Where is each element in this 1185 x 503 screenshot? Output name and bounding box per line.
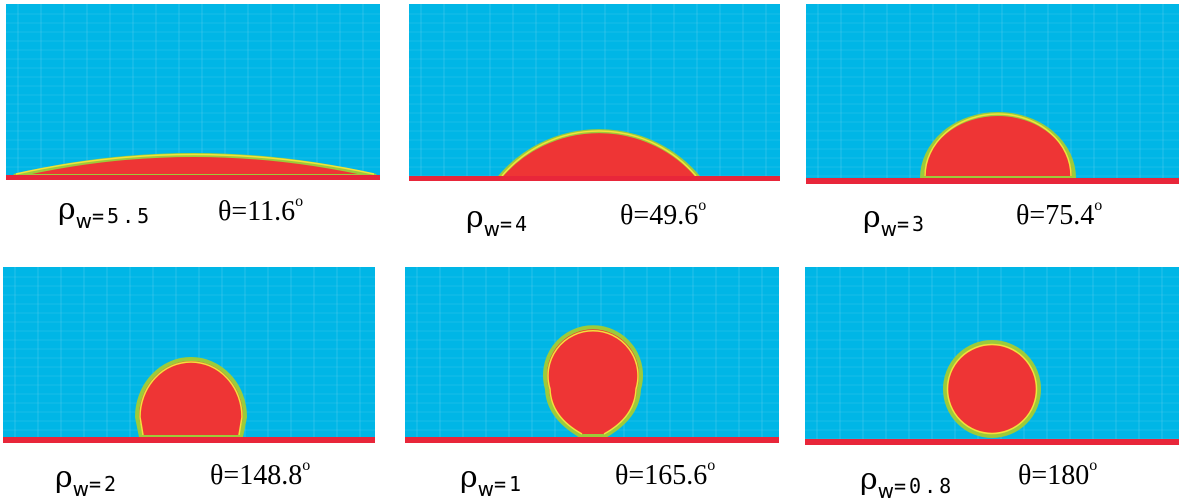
droplet-5: [543, 325, 643, 438]
droplet-4: [134, 357, 248, 439]
droplet-panel-4: [3, 267, 375, 443]
droplet-panel-5: [405, 267, 779, 443]
wall-3: [806, 178, 1179, 184]
wall-6: [805, 439, 1179, 445]
caption-2: ρw=4: [466, 200, 531, 241]
caption-6: ρw=0.8: [860, 462, 955, 503]
theta-label-1: θ=11.6o: [218, 193, 304, 227]
wall-2: [409, 176, 780, 181]
theta-label-6: θ=180o: [1018, 457, 1098, 491]
wall-4: [3, 437, 375, 443]
wall-1: [6, 175, 380, 180]
theta-label-4: θ=148.8o: [210, 457, 311, 491]
droplet-panel-1: [6, 4, 380, 180]
theta-label-2: θ=49.6o: [620, 197, 707, 231]
wall-5: [405, 437, 779, 443]
caption-4: ρw=2: [55, 460, 120, 501]
theta-label-3: θ=75.4o: [1016, 197, 1103, 231]
droplet-panel-6: [805, 267, 1179, 445]
theta-label-5: θ=165.6o: [615, 457, 716, 491]
caption-1: ρw=5.5: [58, 192, 153, 233]
caption-3: ρw=3: [863, 200, 928, 241]
droplet-panel-2: [409, 4, 780, 181]
droplet-6: [943, 340, 1041, 438]
caption-5: ρw=1: [460, 460, 525, 501]
droplet-panel-3: [806, 4, 1179, 184]
